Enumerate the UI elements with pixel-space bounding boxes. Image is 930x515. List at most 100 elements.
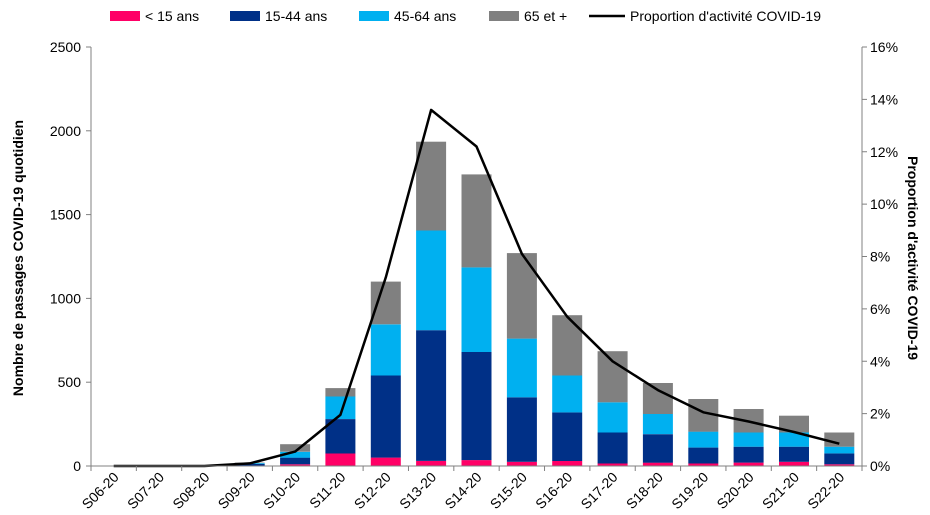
x-tick-label: S08-20 xyxy=(169,469,212,512)
bar-lt15-S13-20 xyxy=(416,461,447,466)
bar-a65-S11-20 xyxy=(325,388,356,397)
x-tick-label: S18-20 xyxy=(623,469,666,512)
y2-tick-label: 8% xyxy=(870,249,890,265)
y2-tick-label: 10% xyxy=(870,196,898,212)
x-tick-label: S16-20 xyxy=(532,469,575,512)
y2-tick-label: 2% xyxy=(870,406,890,422)
x-tick-label: S15-20 xyxy=(487,469,530,512)
bar-a65-S18-20 xyxy=(642,383,673,414)
bar-a15_44-S19-20 xyxy=(688,447,719,464)
bar-a45_64-S18-20 xyxy=(642,414,673,435)
x-tick-label: S22-20 xyxy=(804,469,847,512)
x-tick-label: S09-20 xyxy=(215,469,258,512)
bar-lt15-S21-20 xyxy=(779,461,809,466)
y-tick-label: 2000 xyxy=(50,123,81,139)
legend-label-line: Proportion d'activité COVID-19 xyxy=(630,8,821,24)
legend-swatch-a45_64 xyxy=(359,11,389,21)
bar-a65-S10-20 xyxy=(280,444,311,452)
bar-a15_44-S13-20 xyxy=(416,330,447,461)
y2-tick-label: 0% xyxy=(870,458,890,474)
bar-a45_64-S11-20 xyxy=(325,396,356,419)
y-tick-label: 2500 xyxy=(50,39,81,55)
bar-lt15-S16-20 xyxy=(552,461,583,466)
legend-label-a15_44: 15-44 ans xyxy=(265,8,327,24)
bar-a45_64-S19-20 xyxy=(688,431,719,448)
bar-lt15-S20-20 xyxy=(733,462,764,466)
bar-a15_44-S20-20 xyxy=(733,446,764,463)
y2-axis-title: Proportion d'activité COVID-19 xyxy=(905,156,921,360)
bar-a65-S14-20 xyxy=(461,174,492,268)
bars xyxy=(98,141,855,467)
bar-lt15-S18-20 xyxy=(642,462,673,466)
legend-label-a65: 65 et + xyxy=(524,8,567,24)
x-tick-label: S07-20 xyxy=(124,469,167,512)
bar-a45_64-S17-20 xyxy=(597,402,628,433)
legend-label-lt15: < 15 ans xyxy=(145,8,199,24)
y-tick-label: 500 xyxy=(58,374,82,390)
legend-item-a65: 65 et + xyxy=(489,8,567,24)
bar-lt15-S19-20 xyxy=(688,463,719,466)
y2-tick-label: 4% xyxy=(870,353,890,369)
x-tick-label: S19-20 xyxy=(668,469,711,512)
legend-item-lt15: < 15 ans xyxy=(110,8,199,24)
x-tick-label: S13-20 xyxy=(396,469,439,512)
bar-a15_44-S14-20 xyxy=(461,352,492,461)
bar-a15_44-S18-20 xyxy=(642,434,673,463)
bar-a45_64-S13-20 xyxy=(416,230,447,331)
x-tick-label: S10-20 xyxy=(260,469,303,512)
bar-a15_44-S22-20 xyxy=(824,453,855,465)
x-tick-label: S17-20 xyxy=(577,469,620,512)
legend-item-a15_44: 15-44 ans xyxy=(230,8,327,24)
bar-a15_44-S12-20 xyxy=(370,375,401,458)
bar-a15_44-S11-20 xyxy=(325,419,356,454)
bar-a15_44-S16-20 xyxy=(552,412,583,461)
bar-a15_44-S10-20 xyxy=(280,457,311,465)
bar-lt15-S10-20 xyxy=(280,464,311,466)
legend-item-a45_64: 45-64 ans xyxy=(359,8,456,24)
y2-tick-label: 14% xyxy=(870,91,898,107)
bar-a45_64-S20-20 xyxy=(733,432,764,447)
bar-a45_64-S15-20 xyxy=(506,338,537,398)
legend-swatch-a65 xyxy=(489,11,519,21)
legend-item-line: Proportion d'activité COVID-19 xyxy=(589,8,821,24)
bar-lt15-S22-20 xyxy=(824,464,855,466)
bar-a45_64-S21-20 xyxy=(779,432,809,447)
y-tick-label: 1000 xyxy=(50,290,81,306)
bar-a45_64-S10-20 xyxy=(280,451,311,458)
bar-lt15-S14-20 xyxy=(461,460,492,466)
bar-lt15-S17-20 xyxy=(597,463,628,466)
line-layer xyxy=(113,108,840,468)
bar-lt15-S15-20 xyxy=(506,461,537,466)
bar-a65-S13-20 xyxy=(416,141,447,231)
bar-a45_64-S16-20 xyxy=(552,375,583,413)
legend-swatch-a15_44 xyxy=(230,11,260,21)
bar-lt15-S12-20 xyxy=(370,457,401,466)
y-tick-label: 0 xyxy=(73,458,81,474)
legend-label-a45_64: 45-64 ans xyxy=(394,8,456,24)
y2-tick-label: 12% xyxy=(870,144,898,160)
bar-a45_64-S22-20 xyxy=(824,446,855,454)
y-axis-title: Nombre de passages COVID-19 quotidien xyxy=(10,120,26,396)
x-tick-label: S14-20 xyxy=(441,469,484,512)
y2-tick-label: 16% xyxy=(870,39,898,55)
x-tick-label: S20-20 xyxy=(713,469,756,512)
bar-a15_44-S09-20 xyxy=(234,464,265,466)
bar-a15_44-S21-20 xyxy=(779,446,809,462)
bar-a65-S16-20 xyxy=(552,315,583,376)
x-tick-label: S06-20 xyxy=(79,469,122,512)
bar-a65-S21-20 xyxy=(779,415,809,433)
bar-lt15-S11-20 xyxy=(325,453,356,466)
legend-swatch-lt15 xyxy=(110,11,140,21)
bar-a65-S22-20 xyxy=(824,432,855,447)
bar-a15_44-S15-20 xyxy=(506,397,537,462)
legend: < 15 ans 15-44 ans 45-64 ans 65 et + Proport… xyxy=(110,8,821,24)
bar-a15_44-S17-20 xyxy=(597,432,628,464)
y2-tick-label: 6% xyxy=(870,301,890,317)
bar-a65-S12-20 xyxy=(370,281,401,325)
x-tick-label: S12-20 xyxy=(351,469,394,512)
bar-a65-S15-20 xyxy=(506,253,537,339)
bar-a45_64-S12-20 xyxy=(370,324,401,376)
y-tick-label: 1500 xyxy=(50,207,81,223)
x-tick-label: S11-20 xyxy=(306,469,349,512)
